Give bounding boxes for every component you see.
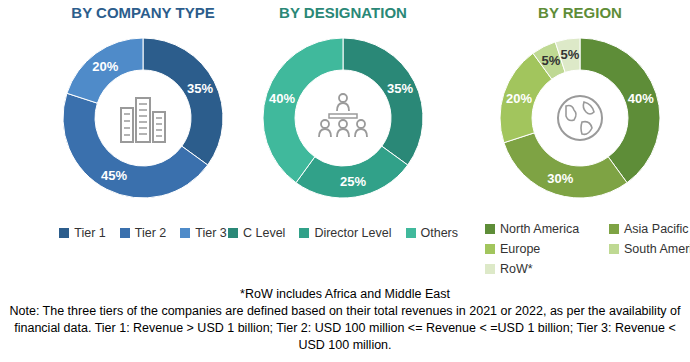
html-text:*RoW includes Africa and Middl: *RoW includes Africa and Middle East	[240, 287, 450, 301]
html-text:BY COMPANY TYPE: BY COMPANY TYPE	[71, 4, 215, 21]
html-text:Europe: Europe	[500, 242, 541, 256]
svg-text:5%: 5%	[542, 53, 561, 68]
html-text:Tier 1: Tier 1	[74, 226, 106, 240]
html-text:North America: North America	[500, 222, 580, 236]
svg-text:5%: 5%	[561, 47, 580, 62]
svg-text:40%: 40%	[269, 91, 295, 106]
svg-text:20%: 20%	[506, 91, 532, 106]
svg-text:20%: 20%	[92, 59, 118, 74]
svg-text:35%: 35%	[187, 81, 213, 96]
svg-text:30%: 30%	[547, 171, 573, 186]
html-text:BY DESIGNATION: BY DESIGNATION	[279, 4, 407, 21]
html-text:BY REGION: BY REGION	[538, 4, 622, 21]
html-text:Tier 3: Tier 3	[195, 226, 227, 240]
svg-text:25%: 25%	[340, 174, 366, 189]
html-text:RoW*: RoW*	[500, 262, 533, 276]
html-text:C Level: C Level	[243, 226, 286, 240]
html-text:Asia Pacific: Asia Pacific	[624, 222, 689, 236]
html-text:Tier 2: Tier 2	[134, 226, 167, 240]
svg-text:45%: 45%	[101, 168, 127, 183]
svg-text:35%: 35%	[387, 81, 413, 96]
svg-text:40%: 40%	[628, 91, 654, 106]
html-text:Director Level: Director Level	[314, 226, 392, 240]
html-text:Others: Others	[420, 226, 458, 240]
html-text:Note: The three tiers of the c: Note: The three tiers of the companies a…	[9, 304, 681, 352]
